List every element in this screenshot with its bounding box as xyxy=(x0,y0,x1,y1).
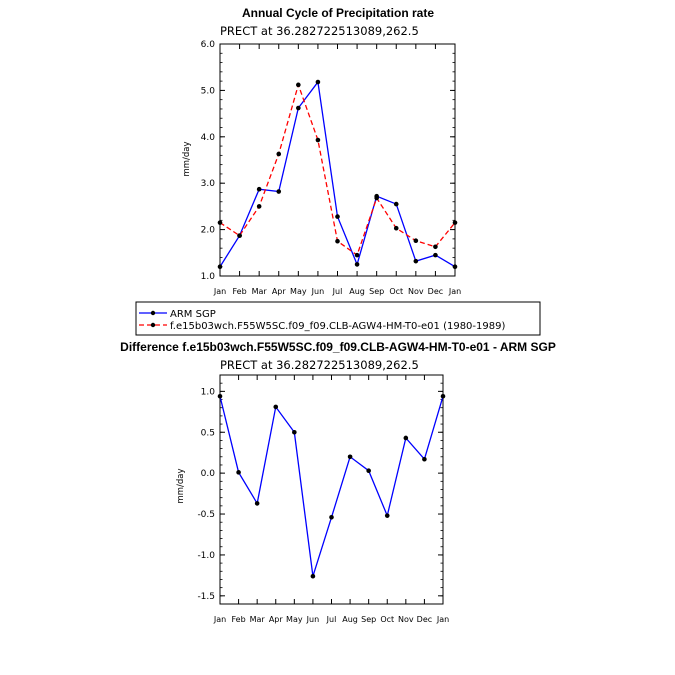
chart1-xtick-label: Aug xyxy=(342,615,358,624)
chart1-subtitle: PRECT at 36.282722513089,262.5 xyxy=(220,24,419,38)
legend-label-model: f.e15b03wch.F55W5SC.f09_f09.CLB-AGW4-HM-… xyxy=(170,321,505,332)
chart1-xtick-label: Mar xyxy=(250,615,266,624)
chart1-plot: 1.0 2.0 3.0 4.0 5.0 6.0 Jan Feb Mar Apr May Jun Jul A… xyxy=(201,40,462,296)
chart1-series-0-point xyxy=(236,470,241,475)
chart1-ytick-label: 0.5 xyxy=(201,428,215,438)
chart1-frame xyxy=(219,374,444,605)
chart0-xtick-label: Feb xyxy=(232,287,246,296)
chart1-xtick-label: May xyxy=(286,615,303,624)
legend: ARM SGP f.e15b03wch.F55W5SC.f09_f09.CLB-… xyxy=(135,301,541,336)
chart0-xtick-label: Apr xyxy=(272,287,287,296)
chart0-series-0-point xyxy=(354,262,360,267)
legend-label-arm: ARM SGP xyxy=(170,309,216,320)
chart1-xtick-label: Feb xyxy=(231,615,245,624)
chart0-series-0-point xyxy=(217,264,223,270)
chart0-xtick-label: Nov xyxy=(408,287,424,296)
chart1-series-0-point xyxy=(273,404,279,410)
chart0-series-1-point xyxy=(374,195,379,201)
chart0-series-1-point xyxy=(296,82,301,88)
chart0-xtick-label: Mar xyxy=(252,287,268,296)
chart0-series-0-point xyxy=(256,186,262,192)
chart0-xtick-label: Jan xyxy=(213,287,226,296)
chart2-title: Difference f.e15b03wch.F55W5SC.f09_f09.C… xyxy=(120,340,556,354)
chart0-ytick-label: 2.0 xyxy=(201,226,216,236)
chart0-xtick-label: May xyxy=(290,287,307,296)
chart2-ylabel: mm/day xyxy=(176,468,186,503)
chart0-series-1-point xyxy=(452,220,458,225)
chart0-series-1-point xyxy=(335,238,340,244)
chart0-ytick-label: 4.0 xyxy=(201,133,216,143)
chart1-series-0-point xyxy=(347,454,353,460)
chart0-ytick-label: 1.0 xyxy=(201,272,216,282)
chart0-series-1-point xyxy=(413,238,419,244)
chart1-series-0-point xyxy=(217,393,223,399)
chart0-series-0-point xyxy=(433,252,438,258)
chart0-series-1-point xyxy=(237,233,242,238)
chart1-series-0-point xyxy=(254,501,260,506)
chart0-series-line-1 xyxy=(219,82,456,257)
chart1-series-0-point xyxy=(292,429,297,435)
chart1-xtick-label: Oct xyxy=(380,615,394,624)
chart0-ytick-label: 5.0 xyxy=(201,86,216,96)
chart1-ytick-label: 0.0 xyxy=(201,469,216,479)
chart1-title: Annual Cycle of Precipitation rate xyxy=(242,6,434,20)
chart2-subtitle: PRECT at 36.282722513089,262.5 xyxy=(220,358,419,372)
chart0-series-0-point xyxy=(315,79,321,85)
chart0-xtick-label: Jun xyxy=(311,287,325,296)
chart0-xtick-label: Oct xyxy=(389,287,403,296)
chart0-xtick-label: Aug xyxy=(349,287,365,296)
chart0-series-1-point xyxy=(393,225,399,231)
chart1-series-0-point xyxy=(384,513,390,518)
chart1-ytick-label: -0.5 xyxy=(197,510,215,520)
chart0-series-0-point xyxy=(452,264,458,270)
chart1-series-0-point xyxy=(366,468,371,473)
chart0-series-1-point xyxy=(433,244,438,250)
chart1-xtick-label: Jan xyxy=(213,615,226,624)
chart0-series-1-point xyxy=(276,151,282,157)
chart0-series-0-point xyxy=(393,201,399,207)
chart1-ytick-label: -1.5 xyxy=(197,592,215,602)
chart0-xtick-label: Jan xyxy=(448,287,461,296)
chart0-series-0-point xyxy=(296,105,301,111)
chart1-ylabel: mm/day xyxy=(182,141,192,176)
chart0-series-1-point xyxy=(354,252,360,258)
chart0-xtick-label: Sep xyxy=(369,287,384,296)
chart2-plot: -1.5 -1.0 -0.5 0.0 0.5 1.0 Jan Feb Mar Apr May Jun J… xyxy=(197,374,449,624)
chart1-xtick-label: Sep xyxy=(361,615,376,624)
chart1-series-0-point xyxy=(403,435,409,441)
legend-marker-model xyxy=(150,322,156,328)
chart0-ytick-label: 6.0 xyxy=(201,40,216,50)
chart0-series-1-point xyxy=(315,137,321,143)
chart0-series-1-point xyxy=(217,220,223,225)
chart1-series-0-point xyxy=(310,573,316,579)
chart1-xtick-label: Jan xyxy=(436,615,449,624)
legend-marker-arm xyxy=(150,310,156,316)
chart1-xtick-label: Apr xyxy=(269,615,284,624)
chart0-xtick-label: Dec xyxy=(428,287,443,296)
chart1-series-line-0 xyxy=(219,396,444,577)
chart1-series-0-point xyxy=(422,456,427,462)
chart1-series-0-point xyxy=(440,393,446,399)
chart0-series-1-point xyxy=(256,204,262,209)
chart1-ytick-label: -1.0 xyxy=(197,551,215,561)
chart1-xtick-label: Jun xyxy=(306,615,320,624)
chart1-series-0-point xyxy=(329,515,334,520)
chart0-series-0-point xyxy=(413,258,419,264)
chart1-ytick-label: 1.0 xyxy=(201,387,216,397)
legend-box xyxy=(135,301,541,336)
chart1-xtick-label: Nov xyxy=(398,615,414,624)
chart1-xtick-label: Dec xyxy=(417,615,432,624)
chart0-series-0-point xyxy=(276,189,282,194)
chart0-xtick-label: Jul xyxy=(332,287,343,296)
chart0-ytick-label: 3.0 xyxy=(201,179,216,189)
chart1-xtick-label: Jul xyxy=(326,615,337,624)
chart0-series-0-point xyxy=(335,214,340,219)
